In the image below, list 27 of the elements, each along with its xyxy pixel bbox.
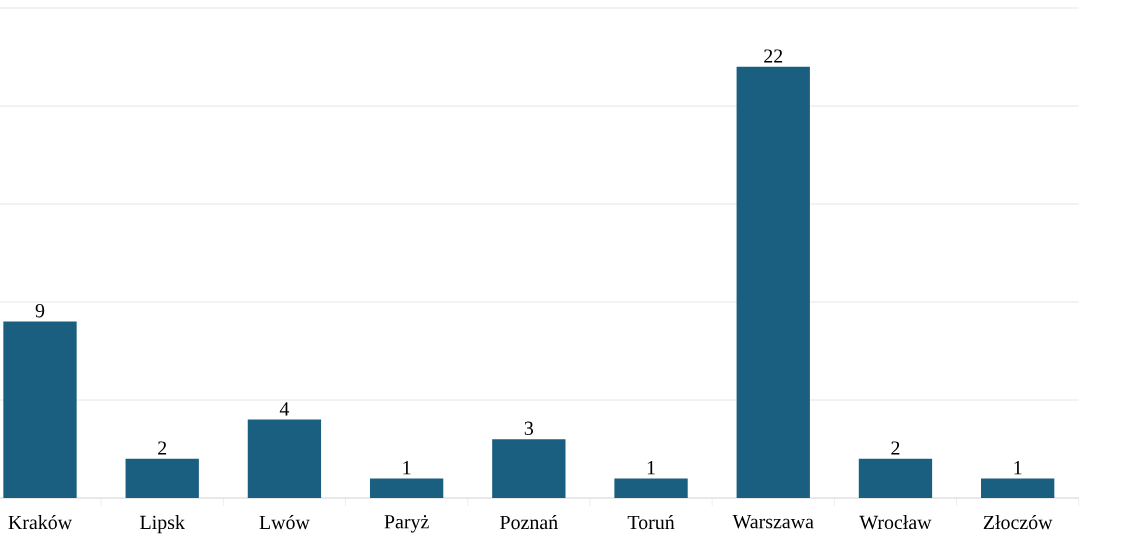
data-label: 1 bbox=[1014, 461, 1022, 475]
data-label: 9 bbox=[35, 304, 45, 318]
x-tick-label: Złoczów bbox=[983, 515, 1053, 530]
x-tick-label: Lipsk bbox=[140, 515, 185, 534]
bar bbox=[247, 419, 322, 498]
bar bbox=[369, 478, 444, 498]
x-tick-label: Wrocław bbox=[859, 515, 932, 530]
x-tick-label: Toruń bbox=[627, 515, 675, 530]
data-label: 22 bbox=[764, 49, 783, 63]
x-tick-label: Lwów bbox=[259, 515, 310, 530]
data-label: 2 bbox=[891, 441, 900, 455]
data-label: 3 bbox=[524, 421, 534, 435]
bar bbox=[858, 458, 933, 498]
data-label: 1 bbox=[403, 461, 411, 475]
bar bbox=[736, 66, 810, 498]
bar bbox=[3, 321, 77, 498]
x-tick-label: Kraków bbox=[8, 515, 72, 530]
bar bbox=[125, 458, 199, 498]
data-label: 1 bbox=[647, 461, 655, 475]
data-label: 2 bbox=[158, 441, 167, 455]
x-tick-label: Warszawa bbox=[732, 515, 814, 529]
data-label: 4 bbox=[279, 402, 290, 416]
bar bbox=[614, 478, 688, 498]
x-tick-label: Paryż bbox=[384, 515, 429, 533]
bar bbox=[981, 478, 1055, 498]
bar bbox=[492, 439, 566, 498]
x-tick-label: Poznań bbox=[500, 515, 558, 530]
